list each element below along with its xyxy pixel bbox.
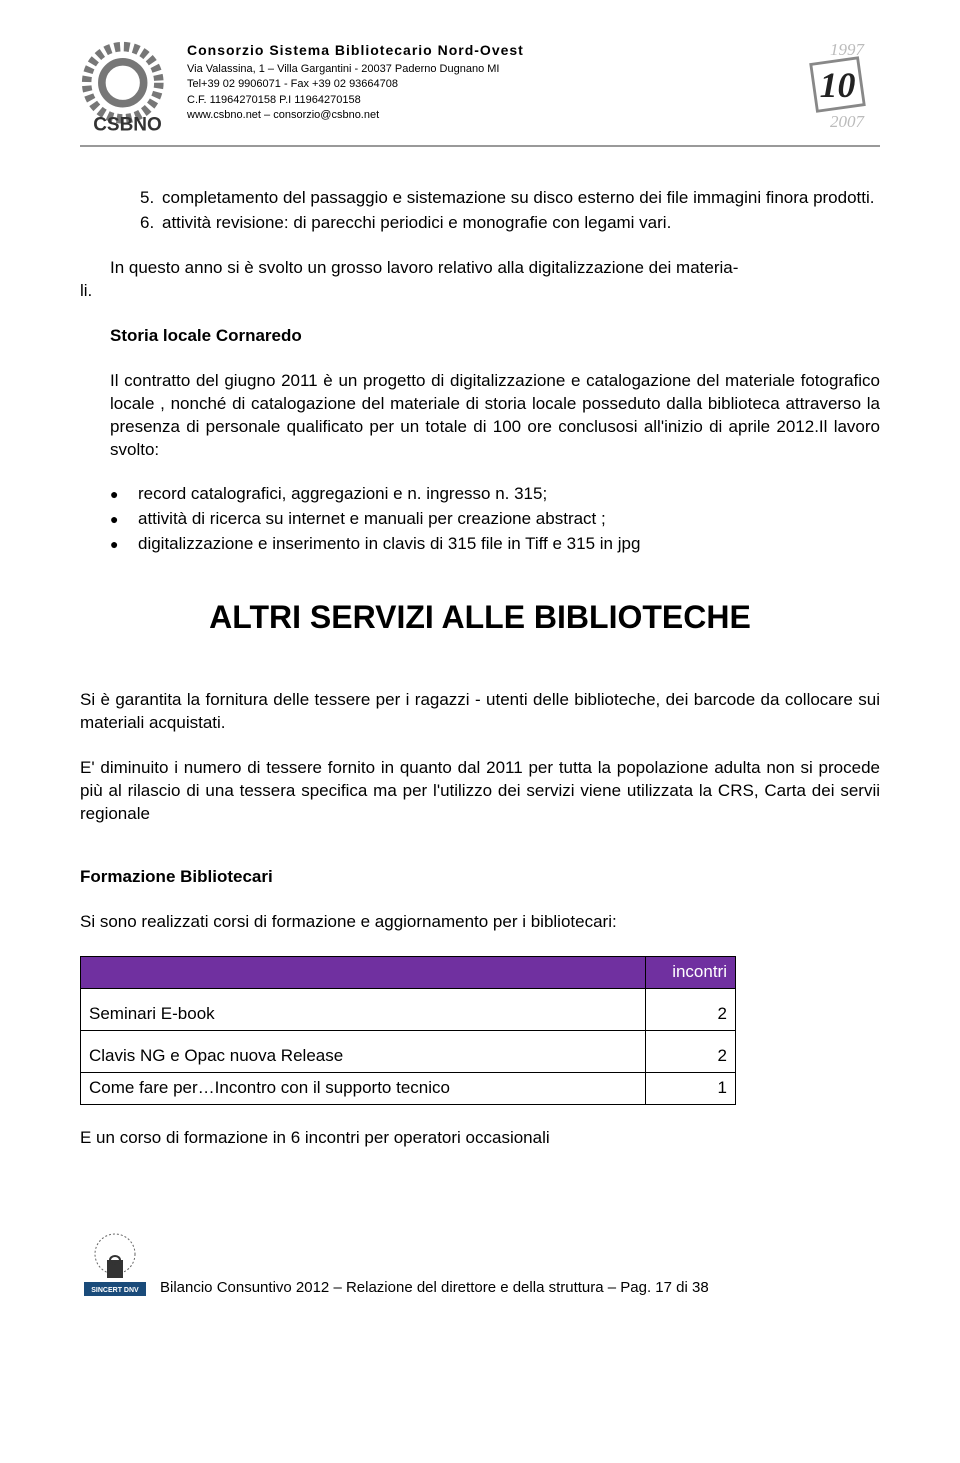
item-number: 6. [140,212,162,235]
anniversary-logo: 1997 10 2007 [795,40,880,130]
bullet-icon: ● [110,533,138,556]
table-row: Clavis NG e Opac nuova Release 2 [81,1030,736,1072]
svg-text:2007: 2007 [830,112,866,130]
section-heading: Storia locale Cornaredo [80,325,880,348]
table-cell-value: 2 [646,988,736,1030]
bullet-text: record catalografici, aggregazioni e n. … [138,483,547,506]
bullet-text: attività di ricerca su internet e manual… [138,508,606,531]
footer-text: Bilancio Consuntivo 2012 – Relazione del… [160,1279,709,1300]
org-cf: C.F. 11964270158 P.I 11964270158 [187,93,880,108]
svg-text:CSBNO: CSBNO [93,114,162,135]
courses-table: incontri Seminari E-book 2 Clavis NG e O… [80,956,736,1105]
table-header-empty [81,957,646,989]
org-address: Via Valassina, 1 – Villa Gargantini - 20… [187,62,880,77]
org-web: www.csbno.net – consorzio@csbno.net [187,108,880,123]
bullet-text: digitalizzazione e inserimento in clavis… [138,533,640,556]
org-phone: Tel+39 02 9906071 - Fax +39 02 93664708 [187,77,880,92]
org-title: Consorzio Sistema Bibliotecario Nord-Ove… [187,42,880,58]
header-text-block: Consorzio Sistema Bibliotecario Nord-Ove… [187,40,880,124]
paragraph-split: In questo anno si è svolto un grosso lav… [80,257,880,303]
table-header-col: incontri [646,957,736,989]
paragraph: Si è garantita la fornitura delle tesser… [80,689,880,735]
para-line: In questo anno si è svolto un grosso lav… [80,257,880,280]
certification-logo: SINCERT DNV [80,1230,150,1300]
document-body: 5. completamento del passaggio e sistema… [80,187,880,1150]
bullet-list: ● record catalografici, aggregazioni e n… [80,483,880,556]
table-row: Seminari E-book 2 [81,988,736,1030]
sub-heading: Formazione Bibliotecari [80,866,880,889]
para-line: li. [80,280,880,303]
list-item: 6. attività revisione: di parecchi perio… [140,212,880,235]
table-row: Come fare per…Incontro con il supporto t… [81,1072,736,1104]
paragraph: E un corso di formazione in 6 incontri p… [80,1127,880,1150]
csbno-logo: CSBNO [80,40,175,135]
table-cell-label: Clavis NG e Opac nuova Release [81,1030,646,1072]
paragraph: Il contratto del giugno 2011 è un proget… [80,370,880,462]
item-text: attività revisione: di parecchi periodic… [162,212,671,235]
list-item: ● attività di ricerca su internet e manu… [110,508,880,531]
svg-text:SINCERT DNV: SINCERT DNV [91,1287,139,1294]
main-title: ALTRI SERVIZI ALLE BIBLIOTECHE [80,596,880,639]
list-item: ● digitalizzazione e inserimento in clav… [110,533,880,556]
bullet-icon: ● [110,508,138,531]
table-cell-value: 1 [646,1072,736,1104]
bullet-icon: ● [110,483,138,506]
list-item: ● record catalografici, aggregazioni e n… [110,483,880,506]
paragraph: Si sono realizzati corsi di formazione e… [80,911,880,934]
table-cell-label: Seminari E-book [81,988,646,1030]
document-page: CSBNO Consorzio Sistema Bibliotecario No… [0,0,960,1330]
page-header: CSBNO Consorzio Sistema Bibliotecario No… [80,40,880,147]
courses-table-wrap: incontri Seminari E-book 2 Clavis NG e O… [80,956,880,1105]
item-text: completamento del passaggio e sistemazio… [162,187,875,210]
list-item: 5. completamento del passaggio e sistema… [140,187,880,210]
numbered-list: 5. completamento del passaggio e sistema… [80,187,880,235]
svg-text:10: 10 [820,65,856,105]
paragraph: E' diminuito i numero di tessere fornito… [80,757,880,826]
item-number: 5. [140,187,162,210]
table-cell-label: Come fare per…Incontro con il supporto t… [81,1072,646,1104]
table-header-row: incontri [81,957,736,989]
svg-text:1997: 1997 [830,40,866,59]
page-footer: SINCERT DNV Bilancio Consuntivo 2012 – R… [80,1230,880,1300]
table-cell-value: 2 [646,1030,736,1072]
